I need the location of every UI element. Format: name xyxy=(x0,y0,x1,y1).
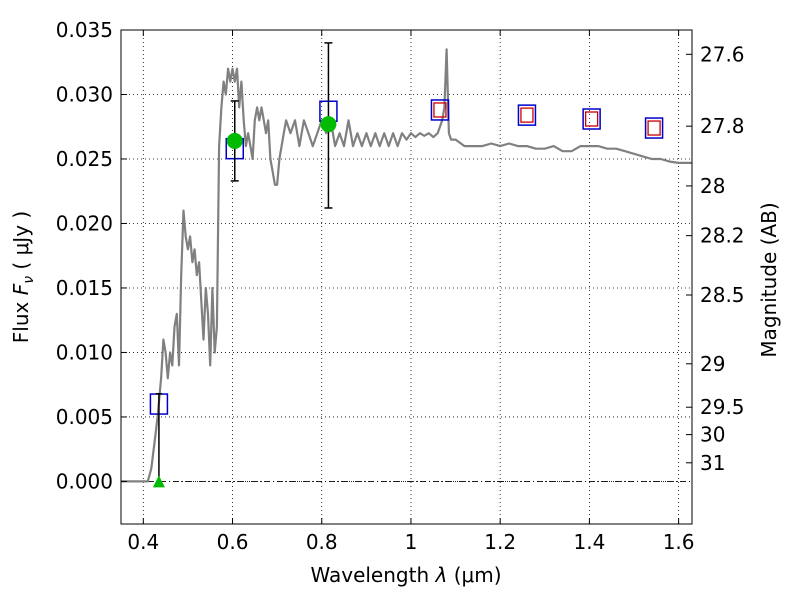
model-sed-line xyxy=(121,48,692,483)
detection-marker xyxy=(226,132,243,149)
x-axis-title: Wavelength λ (μm) xyxy=(310,563,501,587)
y-tick-label: 0.025 xyxy=(56,147,113,171)
y-tick-label: 0.020 xyxy=(56,211,113,235)
mag-tick-label: 30 xyxy=(700,423,725,447)
points-layer xyxy=(149,42,664,488)
y-axis-title: Flux Fν ( μJy ) xyxy=(9,211,37,343)
y-tick-label: 0.030 xyxy=(56,82,113,106)
x-tick-label: 1.6 xyxy=(663,530,695,554)
x-tick-label: 1.2 xyxy=(484,530,516,554)
mag-tick-label: 31 xyxy=(700,451,725,475)
grid-layer xyxy=(121,29,692,524)
mag-tick-label: 28.2 xyxy=(700,224,745,248)
y-tick-label: 0.015 xyxy=(56,276,113,300)
sed-layer xyxy=(121,48,692,483)
observed-flux-box xyxy=(517,104,537,126)
detection-marker xyxy=(320,116,337,133)
y-tick-label: 0.005 xyxy=(56,405,113,429)
y2-axis-title: Magnitude (AB) xyxy=(757,202,781,357)
model-flux-box xyxy=(584,111,599,127)
observed-flux-box xyxy=(582,108,601,130)
model-flux-box xyxy=(433,102,447,118)
x-tick-label: 1 xyxy=(405,530,418,554)
x-tick-label: 1.4 xyxy=(573,530,605,554)
plot-frame xyxy=(120,29,693,525)
mag-tick-label: 28.5 xyxy=(700,283,745,307)
x-tick-label: 0.8 xyxy=(306,530,338,554)
y-tick-label: 0.010 xyxy=(56,340,113,364)
mag-tick-label: 27.8 xyxy=(700,114,745,138)
y-tick-label: 0.035 xyxy=(56,18,113,42)
observed-flux-box xyxy=(644,117,664,139)
mag-tick-label: 29.5 xyxy=(700,395,745,419)
x-tick-label: 0.4 xyxy=(127,530,159,554)
y-tick-label: 0.000 xyxy=(56,469,113,493)
mag-tick-label: 29 xyxy=(700,352,725,376)
model-flux-box xyxy=(647,120,661,136)
mag-tick-label: 27.6 xyxy=(700,42,745,66)
mag-tick-label: 28 xyxy=(700,174,725,198)
upper-limit-marker xyxy=(152,475,165,488)
ticks-layer: 0.4 0.6 0.8 1 1.2 1.4 1.6 0.000 0.005 0.010 0.015 0… xyxy=(56,18,745,554)
model-flux-box xyxy=(520,107,534,123)
observed-flux-box xyxy=(430,99,450,121)
x-tick-label: 0.6 xyxy=(217,530,249,554)
